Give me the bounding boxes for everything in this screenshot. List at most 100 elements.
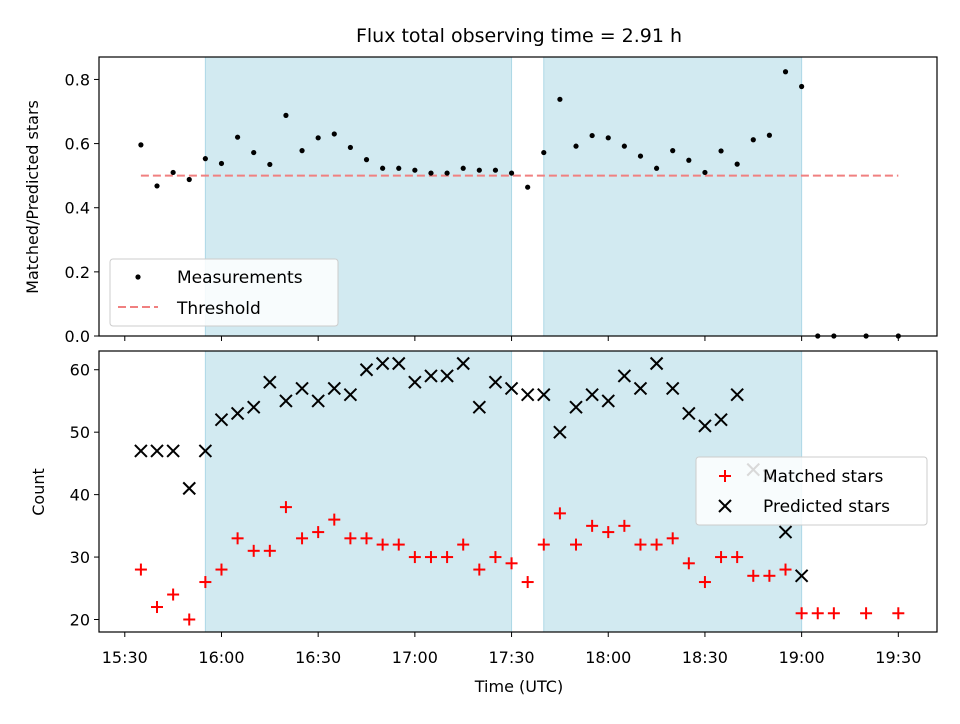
shaded-interval	[204, 350, 513, 633]
predicted-star-point	[343, 388, 358, 402]
matched-star-point	[183, 613, 196, 626]
top-data-marks	[138, 69, 901, 339]
legend-threshold-label: Threshold	[176, 299, 261, 319]
matched-star-point	[602, 526, 615, 539]
predicted-star-point	[182, 481, 196, 496]
matched-star-point	[151, 601, 164, 614]
legend-matched-marker	[719, 470, 731, 482]
top-legend-box	[109, 258, 339, 327]
bottom-legend: Matched stars Predicted stars	[695, 456, 928, 526]
measurement-point	[799, 83, 805, 90]
measurement-point	[508, 170, 515, 176]
measurement-point	[525, 184, 531, 190]
y-tick-label: 40	[70, 486, 90, 505]
y-tick-label: 50	[70, 423, 90, 442]
matched-star-point	[698, 576, 711, 589]
matched-star-point	[779, 563, 792, 576]
bottom-data-marks	[134, 356, 905, 626]
measurement-point	[653, 165, 660, 171]
measurement-point	[202, 156, 208, 162]
matched-star-point	[296, 532, 309, 545]
matched-star-point	[312, 526, 325, 539]
matched-star-point	[215, 563, 228, 576]
y-tick-label: 0.4	[65, 199, 90, 218]
matched-star-point	[537, 538, 550, 551]
predicted-star-point	[569, 400, 583, 414]
bottom-x-axis: 15:30 16:00 16:30 17:00 17:30 18:00 18:30 19:00…	[102, 632, 921, 667]
predicted-star-point	[698, 419, 712, 433]
measurement-point	[363, 157, 370, 163]
measurement-point	[283, 112, 289, 118]
measurement-point	[637, 153, 644, 159]
matched-star-point	[715, 551, 728, 564]
y-tick-label: 20	[70, 611, 90, 630]
measurement-point	[267, 161, 273, 168]
predicted-star-point	[472, 400, 487, 414]
matched-star-point	[666, 532, 679, 545]
measurement-point	[170, 169, 176, 176]
matched-star-point	[376, 538, 389, 551]
matched-star-point	[650, 538, 663, 551]
matched-star-point	[489, 551, 502, 564]
top-y-axis-label: Matched/Predicted stars	[23, 100, 42, 294]
measurement-point	[251, 149, 257, 156]
top-y-axis: 0.0 0.2 0.4 0.6 0.8	[65, 70, 99, 346]
predicted-star-point	[778, 525, 793, 539]
top-legend: Measurements Threshold	[109, 258, 339, 327]
measurement-point	[621, 143, 627, 149]
predicted-star-point	[392, 356, 406, 371]
x-tick-label: 16:30	[295, 648, 341, 667]
predicted-star-point	[504, 381, 519, 396]
matched-star-point	[473, 563, 486, 576]
matched-star-point	[811, 607, 824, 620]
measurement-point	[476, 167, 482, 173]
measurement-point	[605, 135, 611, 141]
x-tick-label: 18:00	[585, 648, 631, 667]
predicted-star-point	[424, 369, 438, 383]
matched-star-point	[763, 569, 776, 582]
predicted-star-point	[327, 381, 341, 396]
predicted-star-point	[198, 444, 213, 458]
predicted-star-point	[585, 388, 599, 402]
measurement-point	[734, 161, 740, 167]
measurement-point	[557, 96, 563, 102]
measurement-point	[347, 144, 353, 151]
bottom-panel: 20 30 40 50 60 15:30 16:00 16:30 17:00 17:30 18:0…	[29, 350, 938, 696]
matched-star-point	[553, 507, 566, 520]
measurement-point	[315, 135, 321, 141]
predicted-star-point	[408, 375, 422, 389]
matched-star-point	[731, 551, 744, 564]
predicted-star-point	[150, 444, 164, 458]
x-tick-label: 17:00	[392, 648, 438, 667]
measurement-point	[380, 165, 386, 171]
predicted-star-point	[649, 356, 664, 371]
predicted-star-point	[794, 569, 809, 583]
predicted-star-point	[295, 381, 309, 396]
matched-star-point	[199, 576, 212, 589]
y-tick-label: 0.6	[65, 135, 90, 154]
legend-predicted-marker	[718, 499, 732, 513]
x-tick-label: 19:30	[875, 648, 921, 667]
predicted-star-point	[214, 412, 229, 427]
predicted-star-point	[520, 388, 535, 402]
matched-star-point	[586, 519, 599, 532]
y-tick-label: 0.0	[65, 327, 90, 346]
matched-star-point	[134, 563, 147, 576]
chart-title: Flux total observing time = 2.91 h	[356, 25, 682, 47]
measurement-point	[138, 142, 144, 148]
predicted-star-point	[666, 381, 680, 396]
measurement-point	[782, 69, 789, 75]
top-x-ticks	[124, 336, 899, 341]
predicted-star-point	[617, 369, 632, 383]
predicted-star-point	[553, 425, 567, 439]
matched-star-point	[344, 532, 357, 545]
measurement-point	[428, 170, 434, 176]
matched-star-point	[247, 544, 260, 557]
x-tick-label: 16:00	[198, 648, 244, 667]
predicted-star-point	[601, 394, 615, 408]
matched-star-point	[634, 538, 647, 551]
measurement-point	[299, 148, 305, 154]
top-axes-frame	[98, 56, 938, 337]
measurement-point	[444, 170, 450, 176]
